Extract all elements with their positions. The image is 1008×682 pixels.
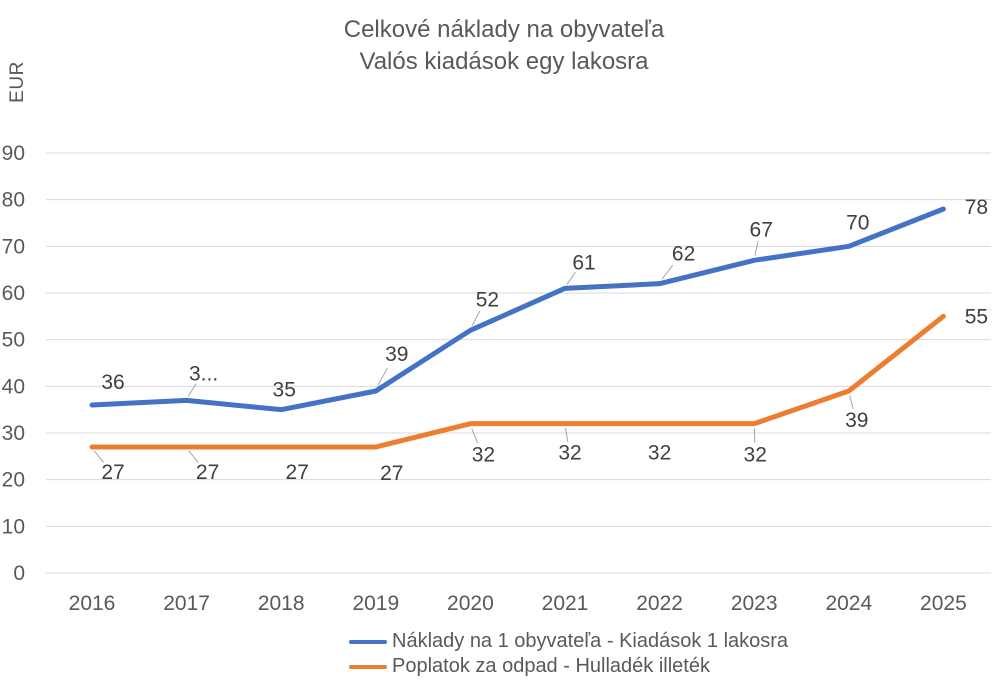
- data-label-2021-series1: 61: [572, 251, 595, 274]
- data-label-leader-line: [661, 264, 674, 280]
- data-label-2025-series2: 55: [965, 305, 988, 328]
- legend-label-waste-fee: Poplatok za odpad - Hulladék illeték: [392, 655, 710, 677]
- y-axis-tick-label-10: 10: [2, 515, 25, 538]
- y-axis-tick-label-90: 90: [2, 142, 25, 165]
- y-axis-tick-label-50: 50: [2, 329, 25, 352]
- x-axis-tick-label-2018: 2018: [258, 592, 305, 615]
- chart-title-line1: Celkové náklady na obyvateľa: [343, 16, 665, 43]
- x-axis-tick-label-2016: 2016: [69, 592, 116, 615]
- x-axis-tick-label-2021: 2021: [542, 592, 589, 615]
- data-label-leader-line: [471, 310, 481, 326]
- data-label-2016-series2: 27: [101, 461, 124, 484]
- data-label-2024-series1: 70: [846, 211, 869, 234]
- data-label-2019-series2: 27: [380, 462, 403, 485]
- data-label-leader-line: [187, 383, 197, 397]
- data-label-2019-series1: 39: [385, 343, 408, 366]
- data-label-2018-series1: 35: [273, 379, 296, 402]
- legend-swatch-orange-line: [349, 664, 387, 669]
- x-axis-tick-label-2024: 2024: [825, 592, 872, 615]
- series-line-blue: [89, 206, 946, 413]
- data-label-leader-line: [565, 427, 569, 442]
- y-axis-tick-label-70: 70: [2, 235, 25, 258]
- y-axis-tick-label-30: 30: [2, 422, 25, 445]
- x-axis-tick-label-2020: 2020: [447, 592, 494, 615]
- data-label-leader-line: [566, 271, 576, 285]
- chart-title: Celkové náklady na obyvateľa Valós kiadá…: [0, 14, 1008, 78]
- x-axis-tick-label-2025: 2025: [920, 592, 967, 615]
- legend-item-waste-fee: Poplatok za odpad - Hulladék illeték: [349, 654, 788, 679]
- data-label-2022-series2: 32: [648, 442, 671, 465]
- data-label-leader-line: [188, 450, 199, 463]
- x-axis-tick-label-2022: 2022: [636, 592, 683, 615]
- x-axis-tick-label-2019: 2019: [352, 592, 399, 615]
- y-axis-tick-label-80: 80: [2, 189, 25, 212]
- legend-item-costs-per-capita: Náklady na 1 obyvateľa - Kiadások 1 lako…: [349, 629, 788, 654]
- data-label-2023-series2: 32: [744, 444, 767, 467]
- data-label-2021-series2: 32: [558, 442, 581, 465]
- data-label-2020-series1: 52: [476, 288, 499, 311]
- data-label-2020-series2: 32: [472, 444, 495, 467]
- data-label-2018-series2: 27: [286, 461, 309, 484]
- data-label-leader-line: [754, 241, 759, 256]
- data-label-leader-line: [377, 367, 388, 386]
- series-line-orange: [89, 313, 946, 450]
- y-axis-tick-label-40: 40: [2, 375, 25, 398]
- data-label-2025-series1: 78: [965, 196, 988, 219]
- chart-title-line2: Valós kiadások egy lakosra: [359, 48, 649, 75]
- data-label-leader-line: [849, 395, 854, 410]
- legend-label-costs-per-capita: Náklady na 1 obyvateľa - Kiadások 1 lako…: [392, 630, 789, 652]
- y-axis-tick-label-60: 60: [2, 282, 25, 305]
- y-axis-tick-label-20: 20: [2, 469, 25, 492]
- data-label-2024-series2: 39: [845, 409, 868, 432]
- data-label-leader-line: [471, 428, 479, 444]
- data-label-2017-series1: 3...: [189, 362, 218, 385]
- data-label-leader-line: [93, 450, 104, 463]
- legend: Náklady na 1 obyvateľa - Kiadások 1 lako…: [349, 629, 788, 679]
- x-axis-tick-label-2023: 2023: [731, 592, 778, 615]
- data-label-2023-series1: 67: [750, 218, 773, 241]
- legend-swatch-blue-line: [349, 639, 387, 644]
- x-axis-tick-label-2017: 2017: [163, 592, 210, 615]
- data-label-2022-series1: 62: [672, 243, 695, 266]
- data-label-2016-series1: 36: [101, 371, 124, 394]
- y-axis-tick-label-0: 0: [13, 562, 25, 585]
- data-label-2017-series2: 27: [196, 461, 219, 484]
